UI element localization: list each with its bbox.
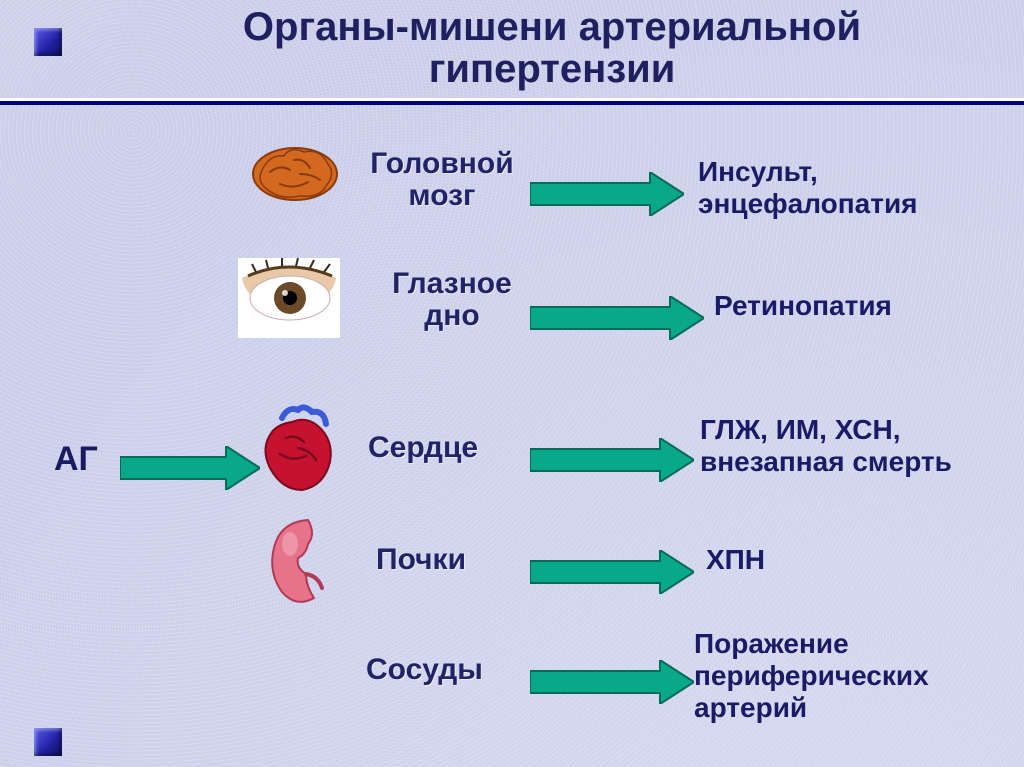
divider-blue (0, 101, 1024, 105)
title-bullet-bottom (34, 728, 62, 756)
arrow-eye (530, 296, 704, 340)
organ-label-vessels: Сосуды (366, 654, 483, 686)
title-bullet-top (34, 28, 62, 56)
outcome-vessels: Поражение периферических артерий (694, 628, 1004, 725)
organ-label-brain: Головноймозг (352, 148, 532, 211)
slide-title-text: Органы-мишени артериальной гипертензии (120, 6, 984, 90)
outcome-eye: Ретинопатия (714, 290, 1024, 322)
heart-icon (252, 404, 338, 494)
outcome-brain: Инсульт, энцефалопатия (698, 156, 1008, 220)
arrow-heart (530, 438, 694, 482)
arrow-kidney (530, 550, 694, 594)
organ-label-kidney: Почки (376, 544, 466, 576)
eye-icon (238, 258, 340, 338)
arrow-vessels (530, 660, 694, 704)
outcome-kidney: ХПН (706, 544, 1016, 576)
organ-label-heart: Сердце (368, 432, 478, 464)
arrow-ag-to-organs (120, 446, 260, 490)
kidney-icon (262, 514, 332, 606)
arrow-brain (530, 172, 684, 216)
brain-icon (250, 140, 340, 202)
organ-label-eye: Глазноедно (362, 268, 542, 331)
outcome-heart: ГЛЖ, ИМ, ХСН, внезапная смерть (700, 414, 1010, 478)
ag-label: АГ (54, 440, 98, 479)
slide-title: Органы-мишени артериальной гипертензии (120, 6, 984, 90)
